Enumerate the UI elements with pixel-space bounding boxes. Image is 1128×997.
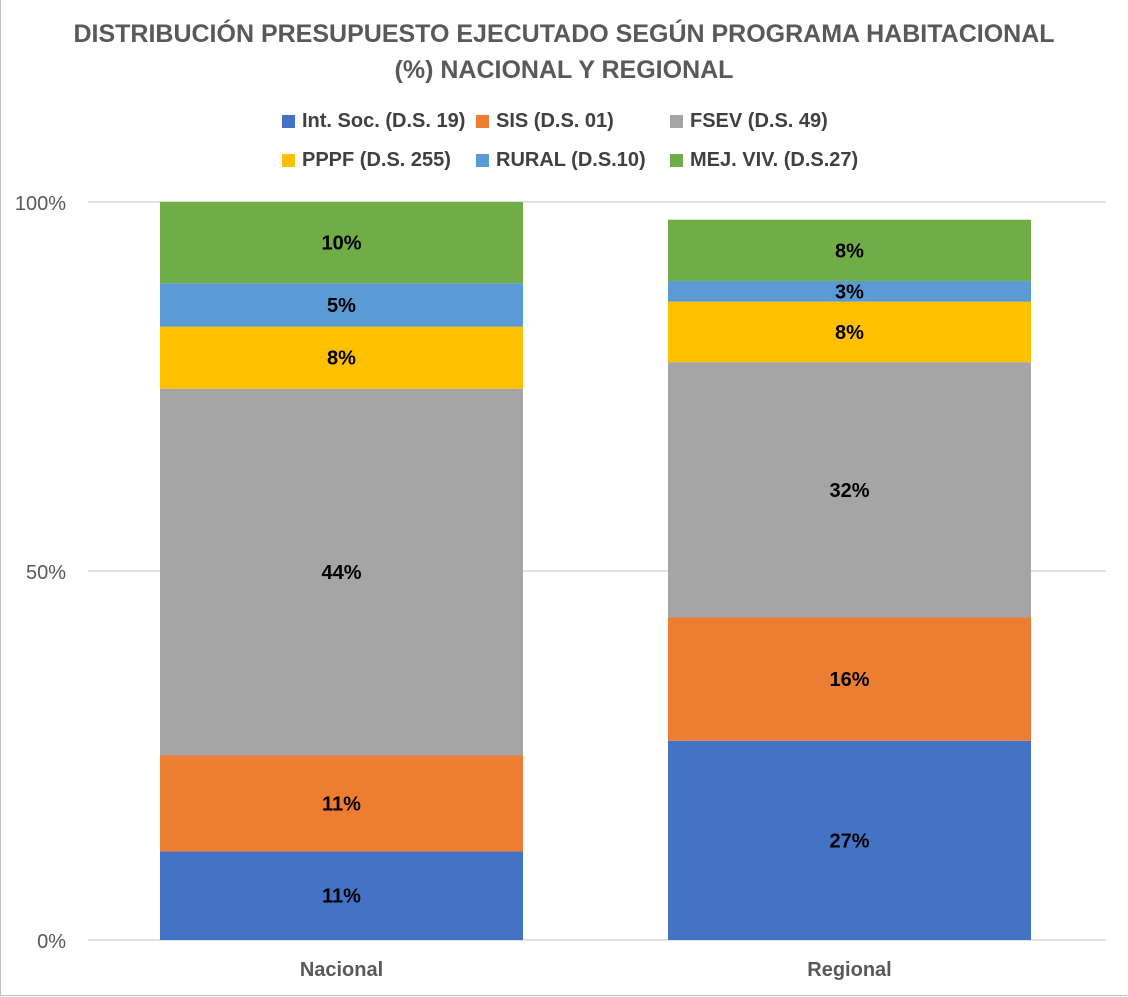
legend-swatch-pppf [282,153,295,167]
bar-segment-regional-4 [668,280,1031,302]
bar-segment-nacional-4 [160,283,523,327]
x-tick-label-nacional: Nacional [300,959,383,981]
bar-segment-regional-3 [668,301,1031,363]
x-tick-label-regional: Regional [807,959,891,981]
data-label-regional-1: 16% [829,669,869,691]
bar-segment-regional-1 [668,617,1031,741]
bar-segment-regional-2 [668,362,1031,618]
bar-segment-nacional-0 [160,851,523,940]
data-label-regional-4: 3% [835,281,864,303]
data-label-regional-5: 8% [835,240,864,262]
bar-segment-nacional-5 [160,202,523,284]
bar-segment-regional-5 [668,219,1031,281]
legend-swatch-rural [476,153,489,167]
legend-item-sis: SIS (D.S. 01) [476,107,614,135]
bar-segment-nacional-1 [160,755,523,852]
bar-segment-regional-0 [668,740,1031,940]
legend-item-mej-viv: MEJ. VIV. (D.S.27) [670,146,858,174]
legend-swatch-int-soc [282,114,295,128]
legend-label-rural: RURAL (D.S.10) [496,148,646,171]
legend-label-pppf: PPPF (D.S. 255) [302,148,451,171]
chart-title-line1: DISTRIBUCIÓN PRESUPUESTO EJECUTADO SEGÚN… [73,20,1055,48]
legend-item-int-soc: Int. Soc. (D.S. 19) [282,107,465,135]
legend-label-fsev: FSEV (D.S. 49) [690,109,828,132]
y-tick-label-1: 50% [26,562,66,584]
chart-title: DISTRIBUCIÓN PRESUPUESTO EJECUTADO SEGÚN… [0,16,1128,88]
data-label-nacional-5: 10% [321,233,361,255]
legend-label-int-soc: Int. Soc. (D.S. 19) [302,109,466,132]
legend-item-rural: RURAL (D.S.10) [476,146,646,174]
legend-swatch-mej-viv [670,153,683,167]
data-label-nacional-0: 11% [322,886,361,908]
chart-title-line2: (%) NACIONAL Y REGIONAL [394,56,734,84]
data-label-regional-0: 27% [829,830,869,852]
data-label-nacional-3: 8% [327,348,356,370]
bar-segment-nacional-3 [160,326,523,389]
y-tick-label-0: 0% [37,931,66,953]
data-label-regional-3: 8% [835,322,864,344]
data-label-nacional-1: 11% [322,793,361,815]
legend-item-pppf: PPPF (D.S. 255) [282,146,451,174]
legend-label-mej-viv: MEJ. VIV. (D.S.27) [690,148,859,171]
legend-label-sis: SIS (D.S. 01) [496,109,614,132]
data-label-regional-2: 32% [829,480,869,502]
data-label-nacional-2: 44% [321,562,361,584]
data-label-nacional-4: 5% [327,295,356,317]
legend-swatch-sis [476,114,489,128]
legend-swatch-fsev [670,114,683,128]
bar-segment-nacional-2 [160,388,523,756]
y-tick-label-2: 100% [15,193,66,215]
legend-item-fsev: FSEV (D.S. 49) [670,107,828,135]
